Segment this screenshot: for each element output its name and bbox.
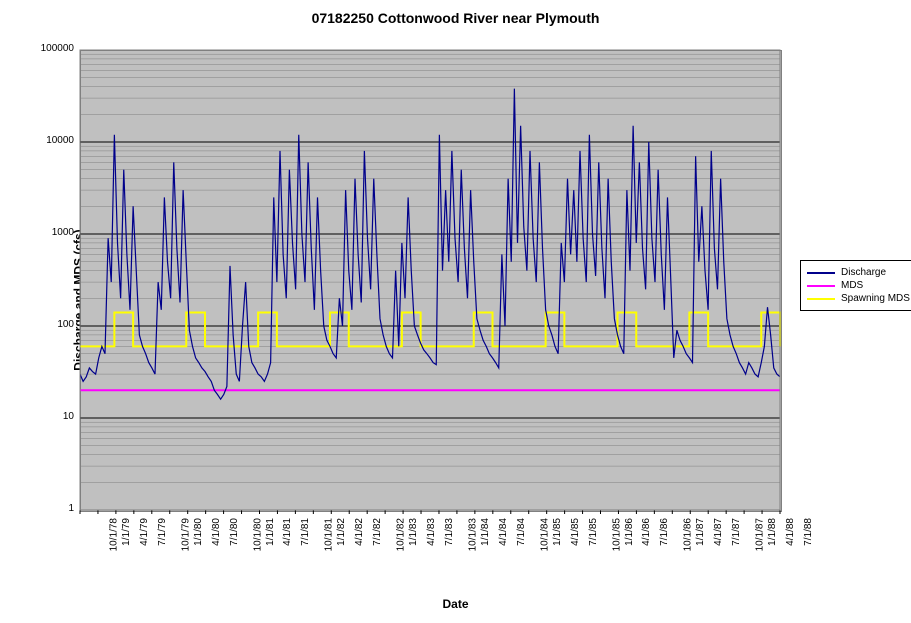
x-tick-label: 1/1/86 [623, 518, 634, 546]
legend-label: Discharge [841, 267, 886, 278]
y-tick-label: 1 [0, 503, 74, 514]
x-tick-label: 7/1/86 [659, 518, 670, 546]
x-tick-label: 10/1/79 [180, 518, 191, 551]
x-tick-label: 4/1/82 [354, 518, 365, 546]
x-tick-label: 10/1/80 [252, 518, 263, 551]
x-tick-label: 7/1/83 [444, 518, 455, 546]
x-tick-label: 10/1/82 [396, 518, 407, 551]
x-tick-label: 1/1/83 [408, 518, 419, 546]
legend-label: MDS [841, 280, 863, 291]
legend-swatch [807, 285, 835, 287]
x-tick-label: 4/1/87 [713, 518, 724, 546]
x-tick-label: 7/1/85 [587, 518, 598, 546]
legend-swatch [807, 298, 835, 300]
x-tick-label: 7/1/81 [300, 518, 311, 546]
x-tick-label: 1/1/82 [336, 518, 347, 546]
x-tick-label: 7/1/87 [731, 518, 742, 546]
x-tick-label: 10/1/78 [108, 518, 119, 551]
legend: Discharge MDS Spawning MDS [800, 260, 911, 311]
legend-label: Spawning MDS [841, 293, 910, 304]
x-tick-label: 7/1/80 [228, 518, 239, 546]
chart-container: 07182250 Cottonwood River near Plymouth … [0, 0, 911, 623]
x-tick-label: 7/1/88 [803, 518, 814, 546]
legend-swatch [807, 272, 835, 274]
x-tick-label: 1/1/87 [695, 518, 706, 546]
x-tick-label: 7/1/84 [516, 518, 527, 546]
x-tick-label: 10/1/81 [324, 518, 335, 551]
y-tick-label: 100 [0, 319, 74, 330]
y-tick-label: 100000 [0, 43, 74, 54]
x-tick-label: 1/1/79 [121, 518, 132, 546]
x-tick-label: 10/1/85 [611, 518, 622, 551]
x-tick-label: 1/1/85 [552, 518, 563, 546]
x-tick-label: 1/1/84 [480, 518, 491, 546]
x-tick-label: 7/1/79 [157, 518, 168, 546]
x-tick-label: 4/1/83 [426, 518, 437, 546]
x-tick-label: 10/1/84 [539, 518, 550, 551]
x-tick-label: 10/1/86 [683, 518, 694, 551]
x-tick-label: 1/1/81 [264, 518, 275, 546]
x-tick-label: 4/1/79 [139, 518, 150, 546]
x-tick-label: 4/1/85 [569, 518, 580, 546]
x-tick-label: 10/1/87 [755, 518, 766, 551]
y-tick-label: 10 [0, 411, 74, 422]
y-tick-label: 10000 [0, 135, 74, 146]
x-tick-label: 1/1/88 [767, 518, 778, 546]
x-tick-label: 4/1/86 [641, 518, 652, 546]
legend-item: Spawning MDS [807, 293, 910, 304]
x-tick-label: 4/1/84 [498, 518, 509, 546]
x-tick-label: 4/1/81 [282, 518, 293, 546]
x-tick-label: 1/1/80 [193, 518, 204, 546]
legend-item: Discharge [807, 267, 910, 278]
x-tick-label: 4/1/88 [785, 518, 796, 546]
y-tick-label: 1000 [0, 227, 74, 238]
x-tick-label: 10/1/83 [467, 518, 478, 551]
x-tick-label: 7/1/82 [372, 518, 383, 546]
legend-item: MDS [807, 280, 910, 291]
x-tick-label: 4/1/80 [211, 518, 222, 546]
